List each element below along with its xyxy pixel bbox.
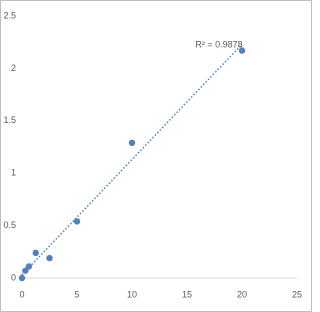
x-tick-label: 25 bbox=[292, 289, 302, 299]
x-tick-label: 10 bbox=[127, 289, 137, 299]
y-tick-label: 0 bbox=[11, 272, 16, 282]
x-tick-label: 5 bbox=[74, 289, 79, 299]
point bbox=[128, 139, 136, 147]
point bbox=[32, 249, 39, 257]
chart: R² = 0.9878 0 0.5 1 1.5 2 2.5 0 5 10 15 20 25 bbox=[0, 0, 312, 312]
point bbox=[238, 47, 246, 54]
point bbox=[73, 218, 81, 225]
y-tick-label: 1.5 bbox=[3, 115, 16, 125]
x-tick-label: 0 bbox=[19, 289, 24, 299]
trendline bbox=[21, 43, 243, 276]
y-tick-label: 2.5 bbox=[3, 10, 16, 20]
point bbox=[46, 254, 53, 262]
point bbox=[25, 263, 33, 270]
annotation: R² = 0.9878 bbox=[195, 39, 242, 49]
y-tick-label: 2 bbox=[11, 63, 16, 73]
y-tick-label: 0.5 bbox=[3, 220, 16, 230]
chart-frame bbox=[0, 0, 312, 312]
x-tick-label: 20 bbox=[237, 289, 247, 299]
y-tick-label: 1 bbox=[11, 168, 16, 178]
point bbox=[18, 274, 26, 282]
x-tick-label: 15 bbox=[182, 289, 192, 299]
